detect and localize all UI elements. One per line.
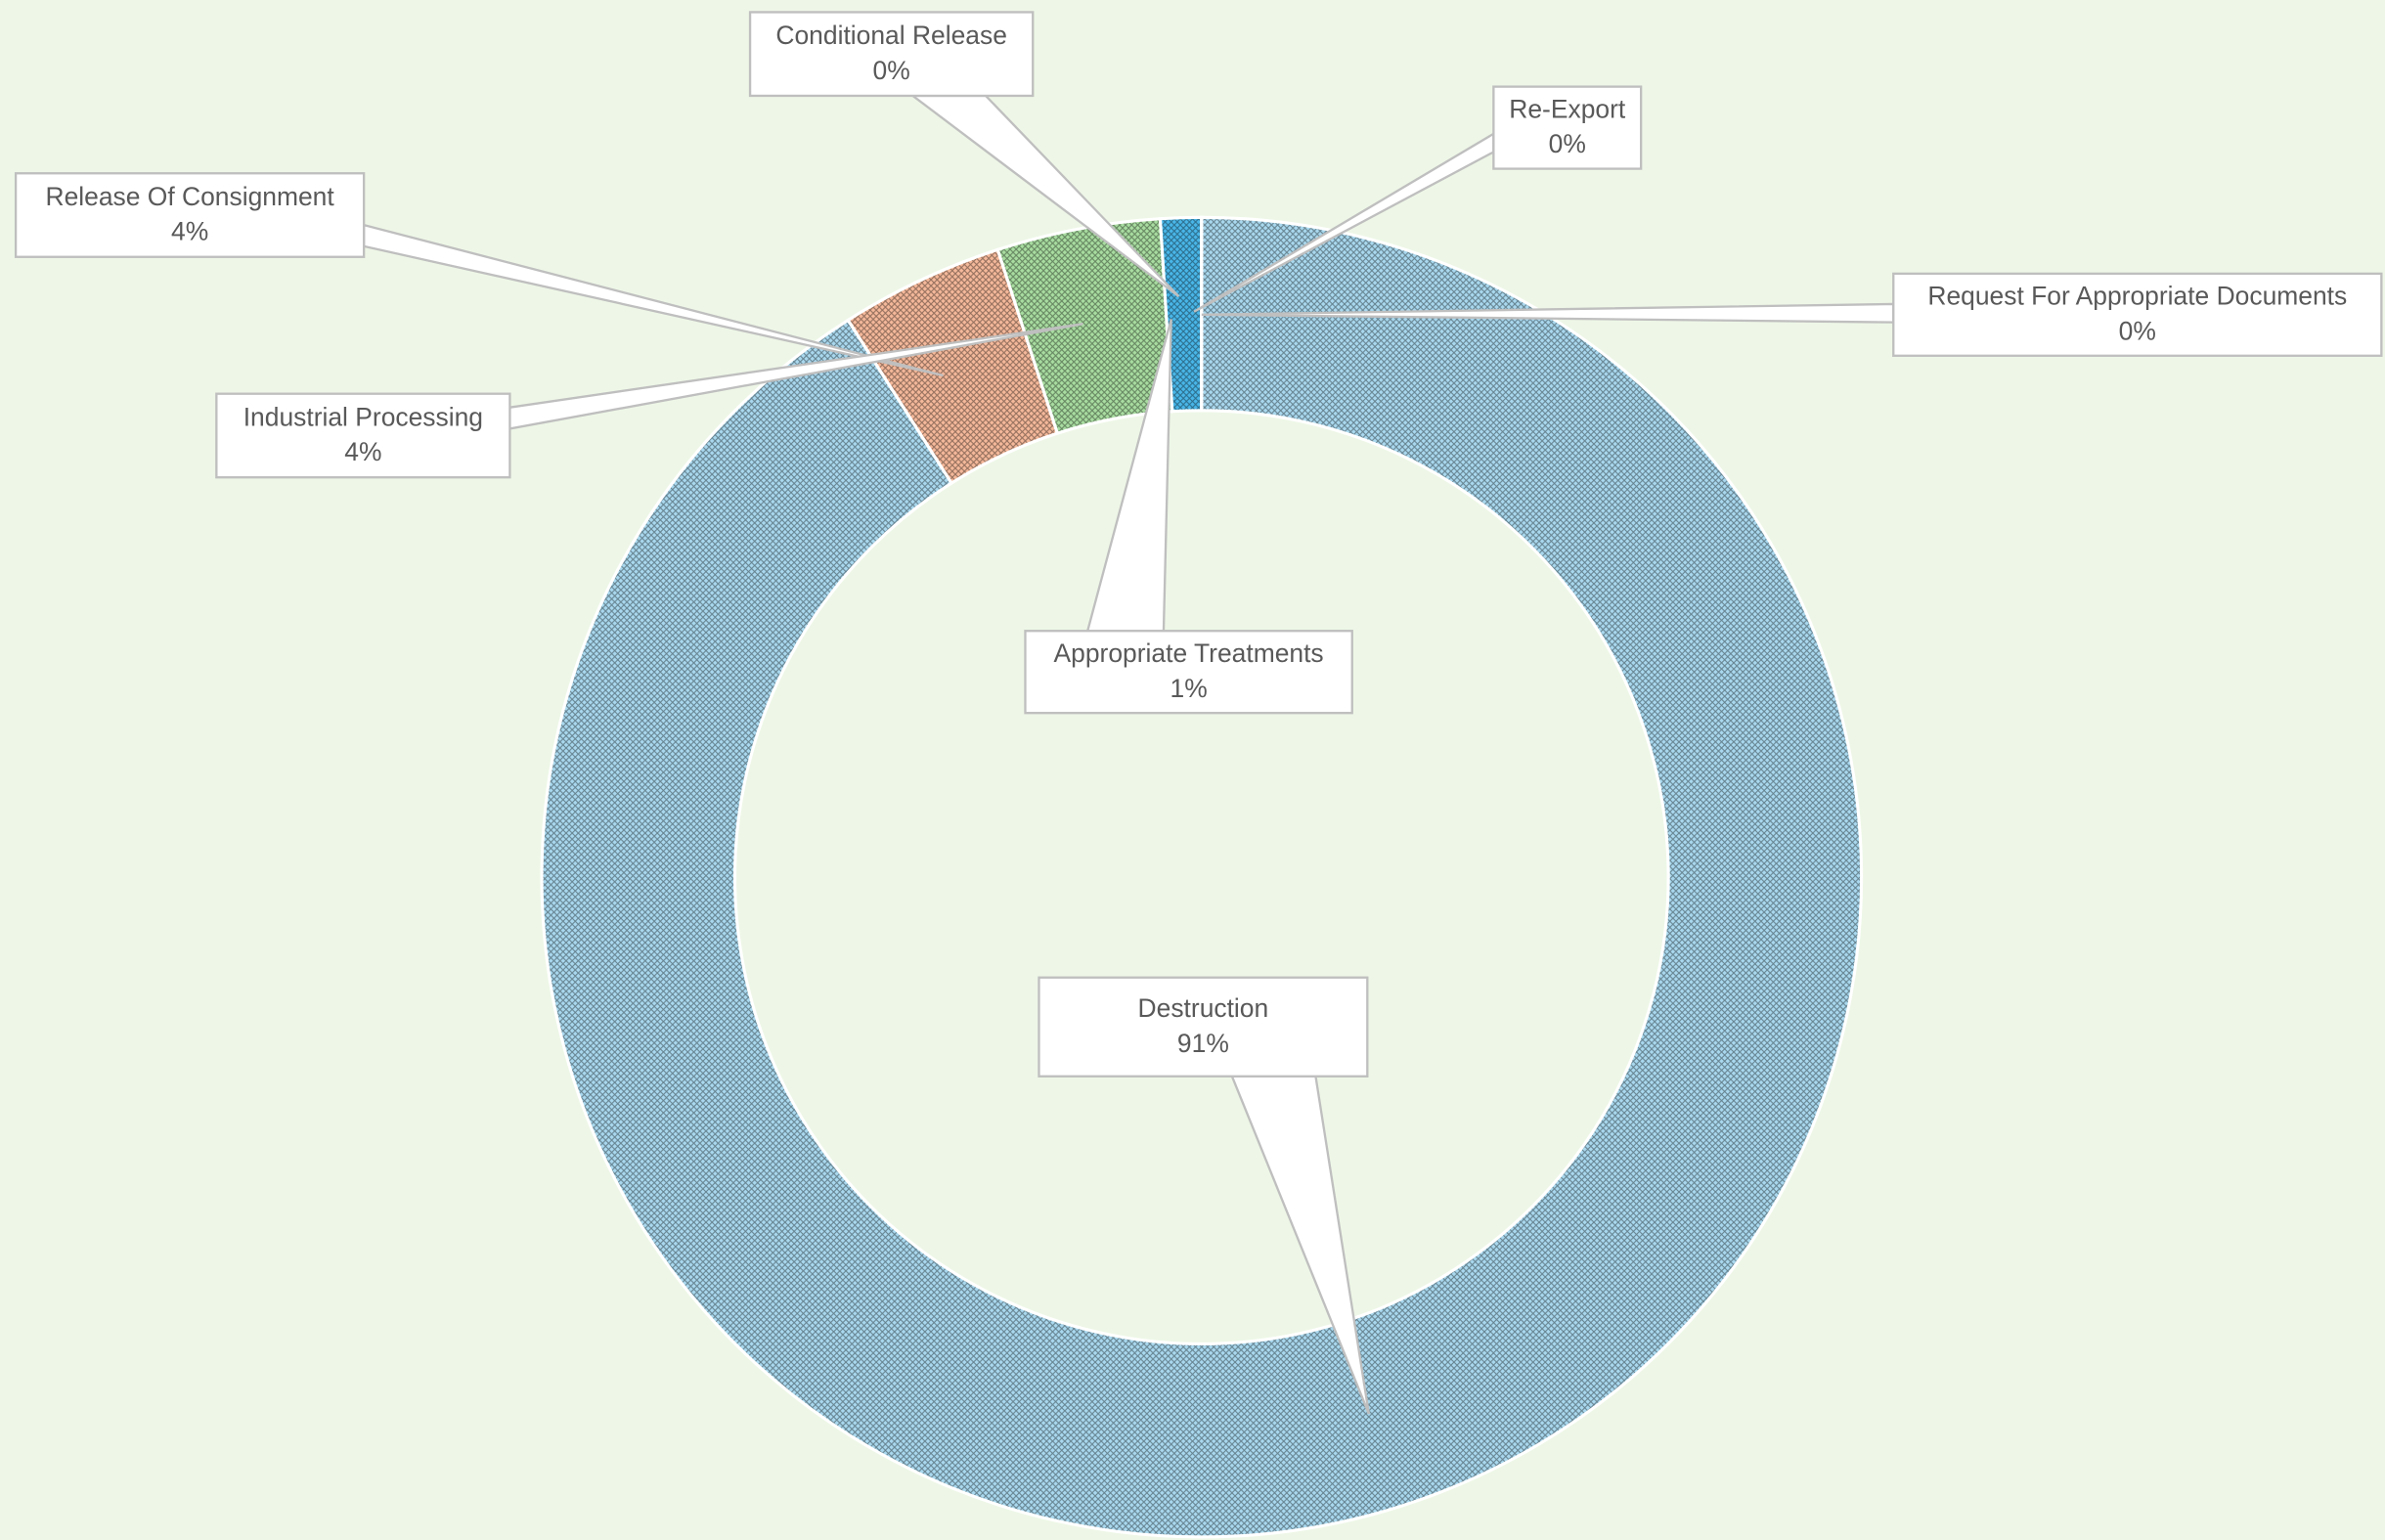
data-label-name: Release Of Consignment	[46, 182, 335, 211]
data-label-value: 4%	[344, 437, 381, 466]
callout-box	[1038, 976, 1369, 1078]
callout-box	[1024, 630, 1353, 715]
data-label-name: Appropriate Treatments	[1054, 638, 1324, 668]
callout-box	[215, 392, 511, 479]
data-label-value: 0%	[1549, 129, 1586, 158]
data-label-name: Request For Appropriate Documents	[1927, 282, 2347, 311]
callouts: Destruction 91% Release Of Consignment 4% In…	[14, 11, 2383, 1415]
data-label-value: 91%	[1177, 1029, 1229, 1058]
data-label-name: Destruction	[1138, 993, 1269, 1023]
data-label-name: Conditional Release	[775, 21, 1006, 50]
data-label-name: Industrial Processing	[243, 402, 483, 431]
data-label-value: 1%	[1170, 674, 1208, 703]
data-label-value: 4%	[171, 217, 208, 246]
data-label-name: Re-Export	[1509, 94, 1626, 123]
callout-box	[748, 11, 1035, 98]
callout-box	[1492, 85, 1643, 170]
donut-slice	[540, 215, 1864, 1539]
data-label-value: 0%	[873, 56, 910, 85]
callout-box	[1892, 272, 2383, 357]
data-label-value: 0%	[2119, 316, 2156, 345]
callout-box	[14, 172, 366, 258]
